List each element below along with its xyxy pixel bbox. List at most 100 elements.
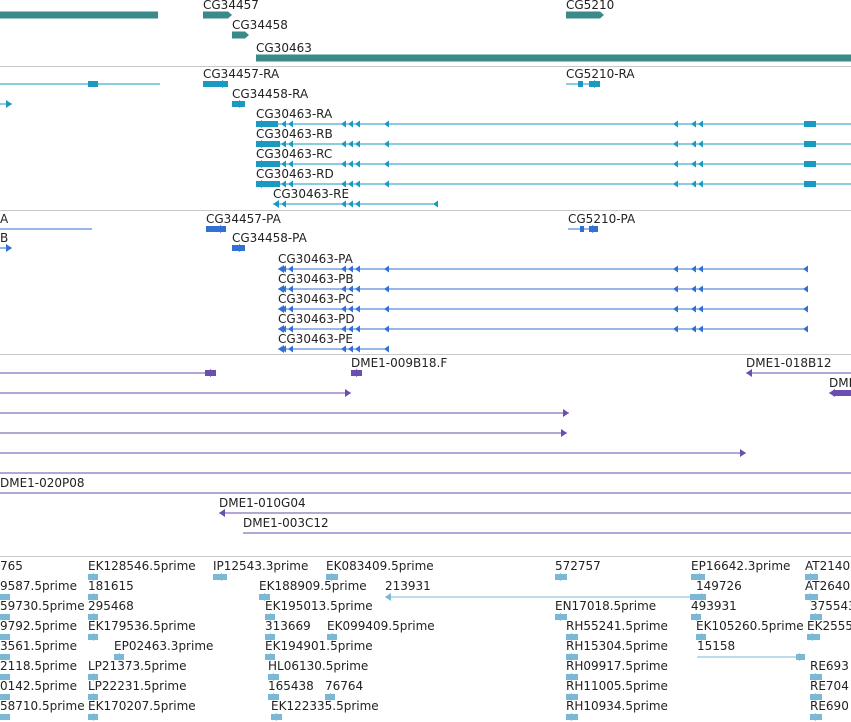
est-feature-glyph[interactable] (0, 629, 851, 645)
est-feature-label[interactable]: 213931 (385, 579, 431, 593)
protein-feature-label[interactable]: CG30463-PA (278, 252, 353, 266)
est-feature-label[interactable]: RH09917.5prime (566, 659, 668, 673)
clone-feature-glyph[interactable] (0, 525, 851, 541)
est-feature-glyph[interactable] (0, 589, 851, 605)
gene-feature-label[interactable]: CG30463 (256, 41, 312, 55)
transcript-feature-label[interactable]: CG34457-RA (203, 67, 280, 81)
protein-feature-label[interactable]: CG30463-PE (278, 332, 353, 346)
est-feature-label[interactable]: IP12543.3prime (213, 559, 309, 573)
transcript-feature-glyph[interactable] (0, 96, 851, 112)
transcript-feature-label[interactable]: CG30463-RD (256, 167, 334, 181)
est-feature-glyph[interactable] (0, 609, 851, 625)
est-feature-label[interactable]: 765 (0, 559, 23, 573)
est-feature-label[interactable]: EK170207.5prime (88, 699, 196, 713)
est-feature-label[interactable]: EK128546.5prime (88, 559, 196, 573)
est-feature-glyph[interactable] (0, 589, 851, 605)
clone-feature-glyph[interactable] (0, 425, 851, 441)
est-feature-label[interactable]: 313669 (265, 619, 311, 633)
est-feature-glyph[interactable] (0, 709, 851, 722)
est-feature-label[interactable]: EK122335.5prime (271, 699, 379, 713)
est-feature-glyph[interactable] (0, 569, 851, 585)
protein-feature-label[interactable]: CG34457-PA (206, 212, 281, 226)
gene-feature-glyph[interactable] (0, 7, 851, 23)
clone-feature-glyph[interactable] (0, 365, 851, 381)
est-feature-label[interactable]: HL06130.5prime (268, 659, 369, 673)
est-feature-glyph[interactable] (0, 569, 851, 585)
gene-feature-label[interactable]: CG34457 (203, 0, 259, 12)
transcript-feature-label[interactable]: CG30463-RB (256, 127, 333, 141)
est-feature-glyph[interactable] (0, 569, 851, 585)
est-feature-label[interactable]: 9587.5prime (0, 579, 77, 593)
est-feature-glyph[interactable] (0, 569, 851, 585)
est-feature-glyph[interactable] (0, 629, 851, 645)
clone-feature-label[interactable]: DME1-020P08 (0, 476, 85, 490)
est-feature-glyph[interactable] (0, 689, 851, 705)
est-feature-glyph[interactable] (0, 589, 851, 605)
est-feature-glyph[interactable] (0, 629, 851, 645)
est-feature-label[interactable]: RE690 (810, 699, 849, 713)
est-feature-glyph[interactable] (0, 649, 851, 665)
est-feature-label[interactable]: EK195013.5prime (265, 599, 373, 613)
protein-feature-glyph[interactable] (0, 261, 851, 277)
est-feature-label[interactable]: LP21373.5prime (88, 659, 187, 673)
est-feature-glyph[interactable] (0, 609, 851, 625)
protein-feature-glyph[interactable] (0, 341, 851, 357)
gene-feature-glyph[interactable] (0, 50, 851, 66)
est-feature-label[interactable]: 0142.5prime (0, 679, 77, 693)
clone-feature-label[interactable]: DME1-003C12 (243, 516, 329, 530)
est-feature-glyph[interactable] (0, 669, 851, 685)
clone-feature-glyph[interactable] (0, 385, 851, 401)
est-feature-glyph[interactable] (0, 589, 851, 605)
est-feature-label[interactable]: RH15304.5prime (566, 639, 668, 653)
est-feature-glyph[interactable] (0, 569, 851, 585)
est-feature-glyph[interactable] (0, 649, 851, 665)
protein-feature-glyph[interactable] (0, 240, 851, 256)
protein-feature-label[interactable]: CG5210-PA (568, 212, 636, 226)
transcript-feature-glyph[interactable] (0, 116, 851, 132)
est-feature-label[interactable]: 572757 (555, 559, 601, 573)
clone-feature-glyph[interactable] (0, 485, 851, 501)
est-feature-label[interactable]: AT2640 (805, 579, 851, 593)
transcript-feature-glyph[interactable] (0, 76, 851, 92)
clone-feature-glyph[interactable] (0, 465, 851, 481)
transcript-feature-glyph[interactable] (0, 176, 851, 192)
est-feature-label[interactable]: RH11005.5prime (566, 679, 668, 693)
clone-feature-label[interactable]: DME1-009B18.F (351, 356, 448, 370)
transcript-feature-glyph[interactable] (0, 96, 851, 112)
gene-feature-label[interactable]: CG5210 (566, 0, 615, 12)
est-feature-label[interactable]: 9792.5prime (0, 619, 77, 633)
transcript-feature-glyph[interactable] (0, 156, 851, 172)
protein-feature-label[interactable]: CG30463-PD (278, 312, 355, 326)
protein-feature-label[interactable]: CG34458-PA (232, 231, 307, 245)
clone-feature-glyph[interactable] (0, 385, 851, 401)
est-feature-glyph[interactable] (0, 629, 851, 645)
est-feature-glyph[interactable] (0, 689, 851, 705)
est-feature-label[interactable]: EP02463.3prime (114, 639, 214, 653)
est-feature-glyph[interactable] (0, 589, 851, 605)
protein-feature-glyph[interactable] (0, 221, 851, 237)
est-feature-glyph[interactable] (0, 609, 851, 625)
est-feature-glyph[interactable] (0, 649, 851, 665)
transcript-feature-label[interactable]: CG30463-RA (256, 107, 333, 121)
est-feature-glyph[interactable] (0, 709, 851, 722)
est-feature-label[interactable]: 59730.5prime (0, 599, 85, 613)
protein-feature-glyph[interactable] (0, 221, 851, 237)
est-feature-label[interactable]: EK2555 (807, 619, 851, 633)
est-feature-glyph[interactable] (0, 609, 851, 625)
est-feature-glyph[interactable] (0, 689, 851, 705)
est-feature-label[interactable]: EK099409.5prime (327, 619, 435, 633)
gene-feature-glyph[interactable] (0, 7, 851, 23)
est-feature-glyph[interactable] (0, 569, 851, 585)
est-feature-label[interactable]: AT2140 (805, 559, 851, 573)
est-feature-glyph[interactable] (0, 669, 851, 685)
clone-feature-glyph[interactable] (0, 505, 851, 521)
est-feature-glyph[interactable] (0, 689, 851, 705)
est-feature-glyph[interactable] (0, 709, 851, 722)
protein-feature-label[interactable]: B (0, 231, 9, 245)
est-feature-label[interactable]: 3561.5prime (0, 639, 77, 653)
clone-feature-glyph[interactable] (0, 365, 851, 381)
protein-feature-glyph[interactable] (0, 221, 851, 237)
est-feature-glyph[interactable] (0, 629, 851, 645)
est-feature-label[interactable]: 493931 (691, 599, 737, 613)
transcript-feature-glyph[interactable] (0, 136, 851, 152)
